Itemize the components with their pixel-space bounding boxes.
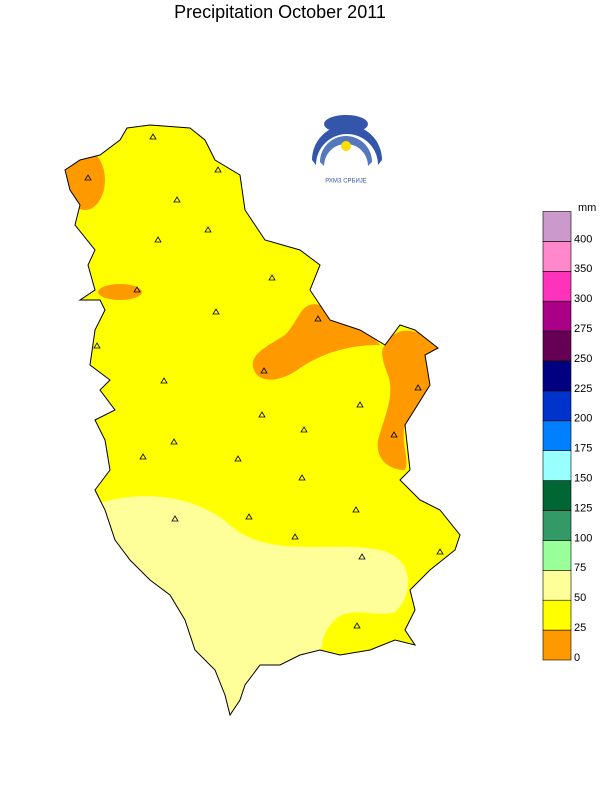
logo-arc [320,136,372,166]
legend-unit: mm [578,202,596,214]
legend-label: 250 [574,353,592,365]
legend-label: 150 [574,473,592,485]
legend-swatch [542,270,572,302]
station-marker [160,377,168,384]
legend-swatch [542,420,572,451]
logo-arc [312,125,382,165]
station-marker [154,236,162,243]
station-marker [291,533,299,540]
station-marker [139,453,147,460]
legend-label: 350 [574,263,592,275]
legend-swatch [542,390,572,422]
legend-swatch [542,450,572,481]
station-marker [245,513,253,520]
legend-swatch [542,540,572,571]
station-marker [212,308,220,315]
zone-0-25 [377,330,440,470]
legend-label: 225 [574,383,592,395]
station-marker [234,455,242,462]
logo-caption: РХМЗ СРБИЈЕ [325,179,367,185]
station-marker [170,438,178,445]
zone-0-25 [98,284,142,300]
station-marker [414,384,422,391]
logo: РХМЗ СРБИЈЕ [312,115,382,185]
station-marker [84,174,92,181]
legend-swatch [542,300,572,332]
logo-sun [341,141,351,151]
legend-label: 100 [574,532,592,544]
legend-swatch [542,480,572,511]
station-marker [390,431,398,438]
station-marker [133,286,141,293]
station-marker [300,426,308,433]
station-marker [352,506,360,513]
legend-label: 300 [574,293,592,305]
legend-swatch [542,241,572,272]
station-marker [258,411,266,418]
map-title: Precipitation October 2011 [174,2,386,22]
legend-swatch [542,510,572,541]
station-marker [353,622,361,629]
logo-cloud [324,115,368,133]
legend-label: 50 [574,592,586,604]
station-marker [358,553,366,560]
legend-label: 125 [574,502,592,514]
legend: 0 25 50 75 100 125 150 175 200 225 250 275 300 350 400 [542,211,592,664]
station-marker [260,367,268,374]
legend-swatch [542,360,572,392]
legend-swatch [542,629,572,661]
station-marker [149,133,157,140]
legend-label: 275 [574,323,592,335]
station-marker [298,474,306,481]
legend-label: 400 [574,233,592,245]
station-marker [314,315,322,322]
legend-swatch [542,211,572,242]
legend-label: 75 [574,562,586,574]
station-marker [204,226,212,233]
legend-swatch [542,569,572,601]
station-marker [214,166,222,173]
station-marker [93,342,101,349]
legend-label: 0 [574,652,580,664]
station-marker [171,515,179,522]
station-marker [173,196,181,203]
legend-label: 25 [574,622,586,634]
station-marker [436,548,444,555]
precipitation-zones [65,125,460,715]
legend-swatch [542,330,572,362]
station-marker [356,401,364,408]
legend-label: 200 [574,413,592,425]
legend-swatch [542,599,572,631]
stations [84,133,444,629]
legend-label: 175 [574,443,592,455]
station-marker [268,274,276,281]
